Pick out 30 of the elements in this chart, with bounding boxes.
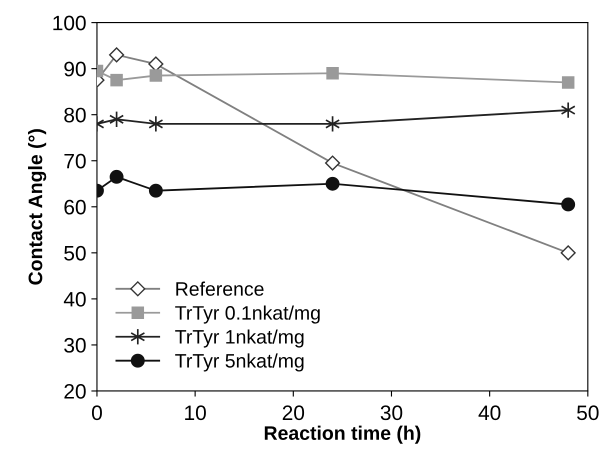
legend-label: TrTyr 5nkat/mg [175,353,304,372]
legend-label: TrTyr 0.1nkat/mg [175,305,320,324]
x-tick-label: 30 [380,405,402,420]
y-tick-label: 20 [64,384,86,399]
x-tick-label: 10 [185,405,206,420]
point [562,76,574,89]
point [326,67,339,80]
y-tick-label: 40 [64,292,86,307]
point [110,74,123,86]
y-tick-label: 50 [64,246,86,261]
y-tick-label: 60 [64,200,86,215]
point [110,170,124,184]
point [561,198,576,212]
legend-label: TrTyr 1nkat/mg [175,329,304,348]
x-tick-label: 20 [282,405,304,420]
y-axis-title: Contact Angle (°) [28,129,46,285]
point [150,69,162,82]
y-tick-label: 30 [64,338,86,353]
y-tick-label: 80 [64,108,86,122]
x-tick-label: 40 [478,405,500,420]
x-axis-title: Reaction time (h) [264,426,420,444]
point [326,176,340,191]
point [148,184,163,198]
legend-label: Reference [176,282,264,296]
point [325,115,340,132]
y-tick-label: 90 [64,62,86,76]
x-tick-label: 0 [92,405,102,420]
y-tick-label: 100 [53,16,86,30]
y-tick-label: 70 [64,154,86,168]
x-tick-label: 50 [577,405,599,420]
